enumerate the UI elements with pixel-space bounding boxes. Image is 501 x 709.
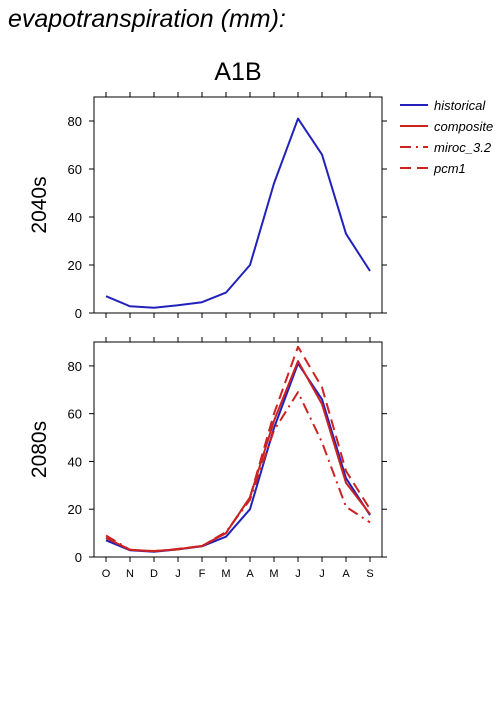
y-tick-label: 40 <box>68 454 82 469</box>
panel-2: 0 20 40 60 80 O N D J F M A M J J A S 2080s <box>28 337 387 580</box>
legend-label: miroc_3.2 <box>434 140 492 155</box>
x-tick-label: A <box>342 568 350 580</box>
y-tick-label: 80 <box>68 359 82 374</box>
y-tick-label: 20 <box>68 258 82 273</box>
x-tick-label: M <box>221 568 230 580</box>
x-tick-label: F <box>199 568 206 580</box>
series-line-miroc-3-2 <box>105 391 371 552</box>
x-tick-label: J <box>175 568 181 580</box>
x-tick-label: D <box>150 568 158 580</box>
series-line-pcm1 <box>105 345 371 553</box>
chart-panels: 0 20 40 60 80 2040s 0 20 40 60 80 O N D J F M A M J J A S 2080s <box>28 92 387 580</box>
y-tick-label: 60 <box>68 162 82 177</box>
chart-legend: historical composite miroc_3.2 pcm1 <box>400 98 493 176</box>
series-line-historical <box>105 117 371 309</box>
y-tick-label: 20 <box>68 502 82 517</box>
x-tick-label: J <box>319 568 325 580</box>
plot-frame <box>93 341 383 558</box>
y-axis-label: 2080s <box>28 421 51 478</box>
x-tick-label: N <box>126 568 134 580</box>
x-tick-label: S <box>366 568 373 580</box>
scenario-title: A1B <box>214 58 261 86</box>
x-tick-label: O <box>102 568 111 580</box>
panel-1: 0 20 40 60 80 2040s <box>28 92 387 321</box>
y-tick-label: 60 <box>68 407 82 422</box>
page-title: evapotranspiration (mm): <box>8 5 286 33</box>
x-tick-label: M <box>269 568 278 580</box>
legend-label: composite <box>434 119 493 134</box>
x-tick-label: J <box>295 568 301 580</box>
y-axis-label: 2040s <box>28 176 51 233</box>
legend-label: pcm1 <box>433 161 466 176</box>
y-tick-label: 0 <box>75 306 82 321</box>
series-line-historical <box>105 362 371 553</box>
plot-frame <box>93 96 383 314</box>
y-tick-label: 0 <box>75 550 82 565</box>
legend-label: historical <box>434 98 486 113</box>
y-tick-label: 40 <box>68 210 82 225</box>
x-tick-label: A <box>246 568 254 580</box>
y-tick-label: 80 <box>68 114 82 129</box>
